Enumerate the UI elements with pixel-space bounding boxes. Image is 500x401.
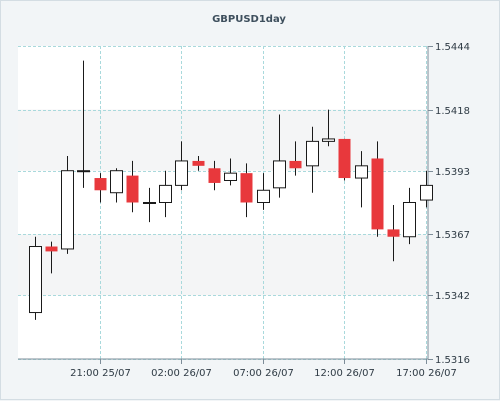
- x-tick-labels: 21:00 25/07 02:00 26/07 07:00 26/07 12:00 2…: [70, 359, 457, 379]
- x-tick-label: 02:00 26/07: [151, 368, 212, 379]
- candles: [29, 60, 433, 320]
- candle-body-up: [61, 170, 74, 250]
- candle-body-down: [338, 138, 351, 179]
- y-tick-label: 1.5444: [435, 42, 470, 53]
- plot-band: [18, 109, 428, 171]
- candle-body-up: [322, 138, 335, 142]
- plot-bands: [18, 109, 428, 296]
- candle-body-up: [77, 170, 90, 173]
- chart-title: GBPUSD1day: [212, 14, 286, 25]
- candle-body-down: [94, 178, 107, 191]
- candle-body-down: [371, 158, 384, 230]
- candle-body-down: [192, 160, 205, 166]
- plot-band: [18, 234, 428, 296]
- candle-body-down: [126, 175, 139, 203]
- candle-body-up: [175, 160, 188, 186]
- candle-body-up: [273, 160, 286, 189]
- candle-body-up: [29, 246, 42, 314]
- candle-body-down: [289, 160, 302, 169]
- y-tick-label: 1.5316: [435, 355, 470, 366]
- candle-body-down: [45, 246, 58, 252]
- y-tick-label: 1.5393: [435, 167, 470, 178]
- candle-body-up: [355, 165, 368, 179]
- x-tick-label: 12:00 26/07: [314, 368, 375, 379]
- y-tick-label: 1.5342: [435, 291, 470, 302]
- candle-body-up: [110, 170, 123, 194]
- x-tick-label: 17:00 26/07: [396, 368, 457, 379]
- y-tick-labels: 1.5444 1.5418 1.5393 1.5367 1.5342 1.5316: [428, 42, 470, 366]
- candle-body-down: [208, 168, 221, 183]
- candle-body-down: [240, 173, 253, 203]
- candle-body-up: [143, 202, 156, 204]
- candle-body-up: [159, 184, 172, 203]
- plot-area: [18, 46, 428, 359]
- x-tick-label: 07:00 26/07: [233, 368, 294, 379]
- y-tick-label: 1.5367: [435, 230, 470, 241]
- x-tick-label: 21:00 25/07: [70, 368, 131, 379]
- candle-body-up: [403, 202, 416, 238]
- candle-body-up: [306, 140, 319, 167]
- candle-body-up: [420, 184, 433, 201]
- y-tick-label: 1.5418: [435, 106, 470, 117]
- candle-body-up: [257, 189, 270, 203]
- candle-body-up: [224, 172, 237, 181]
- candle-body-down: [387, 229, 400, 237]
